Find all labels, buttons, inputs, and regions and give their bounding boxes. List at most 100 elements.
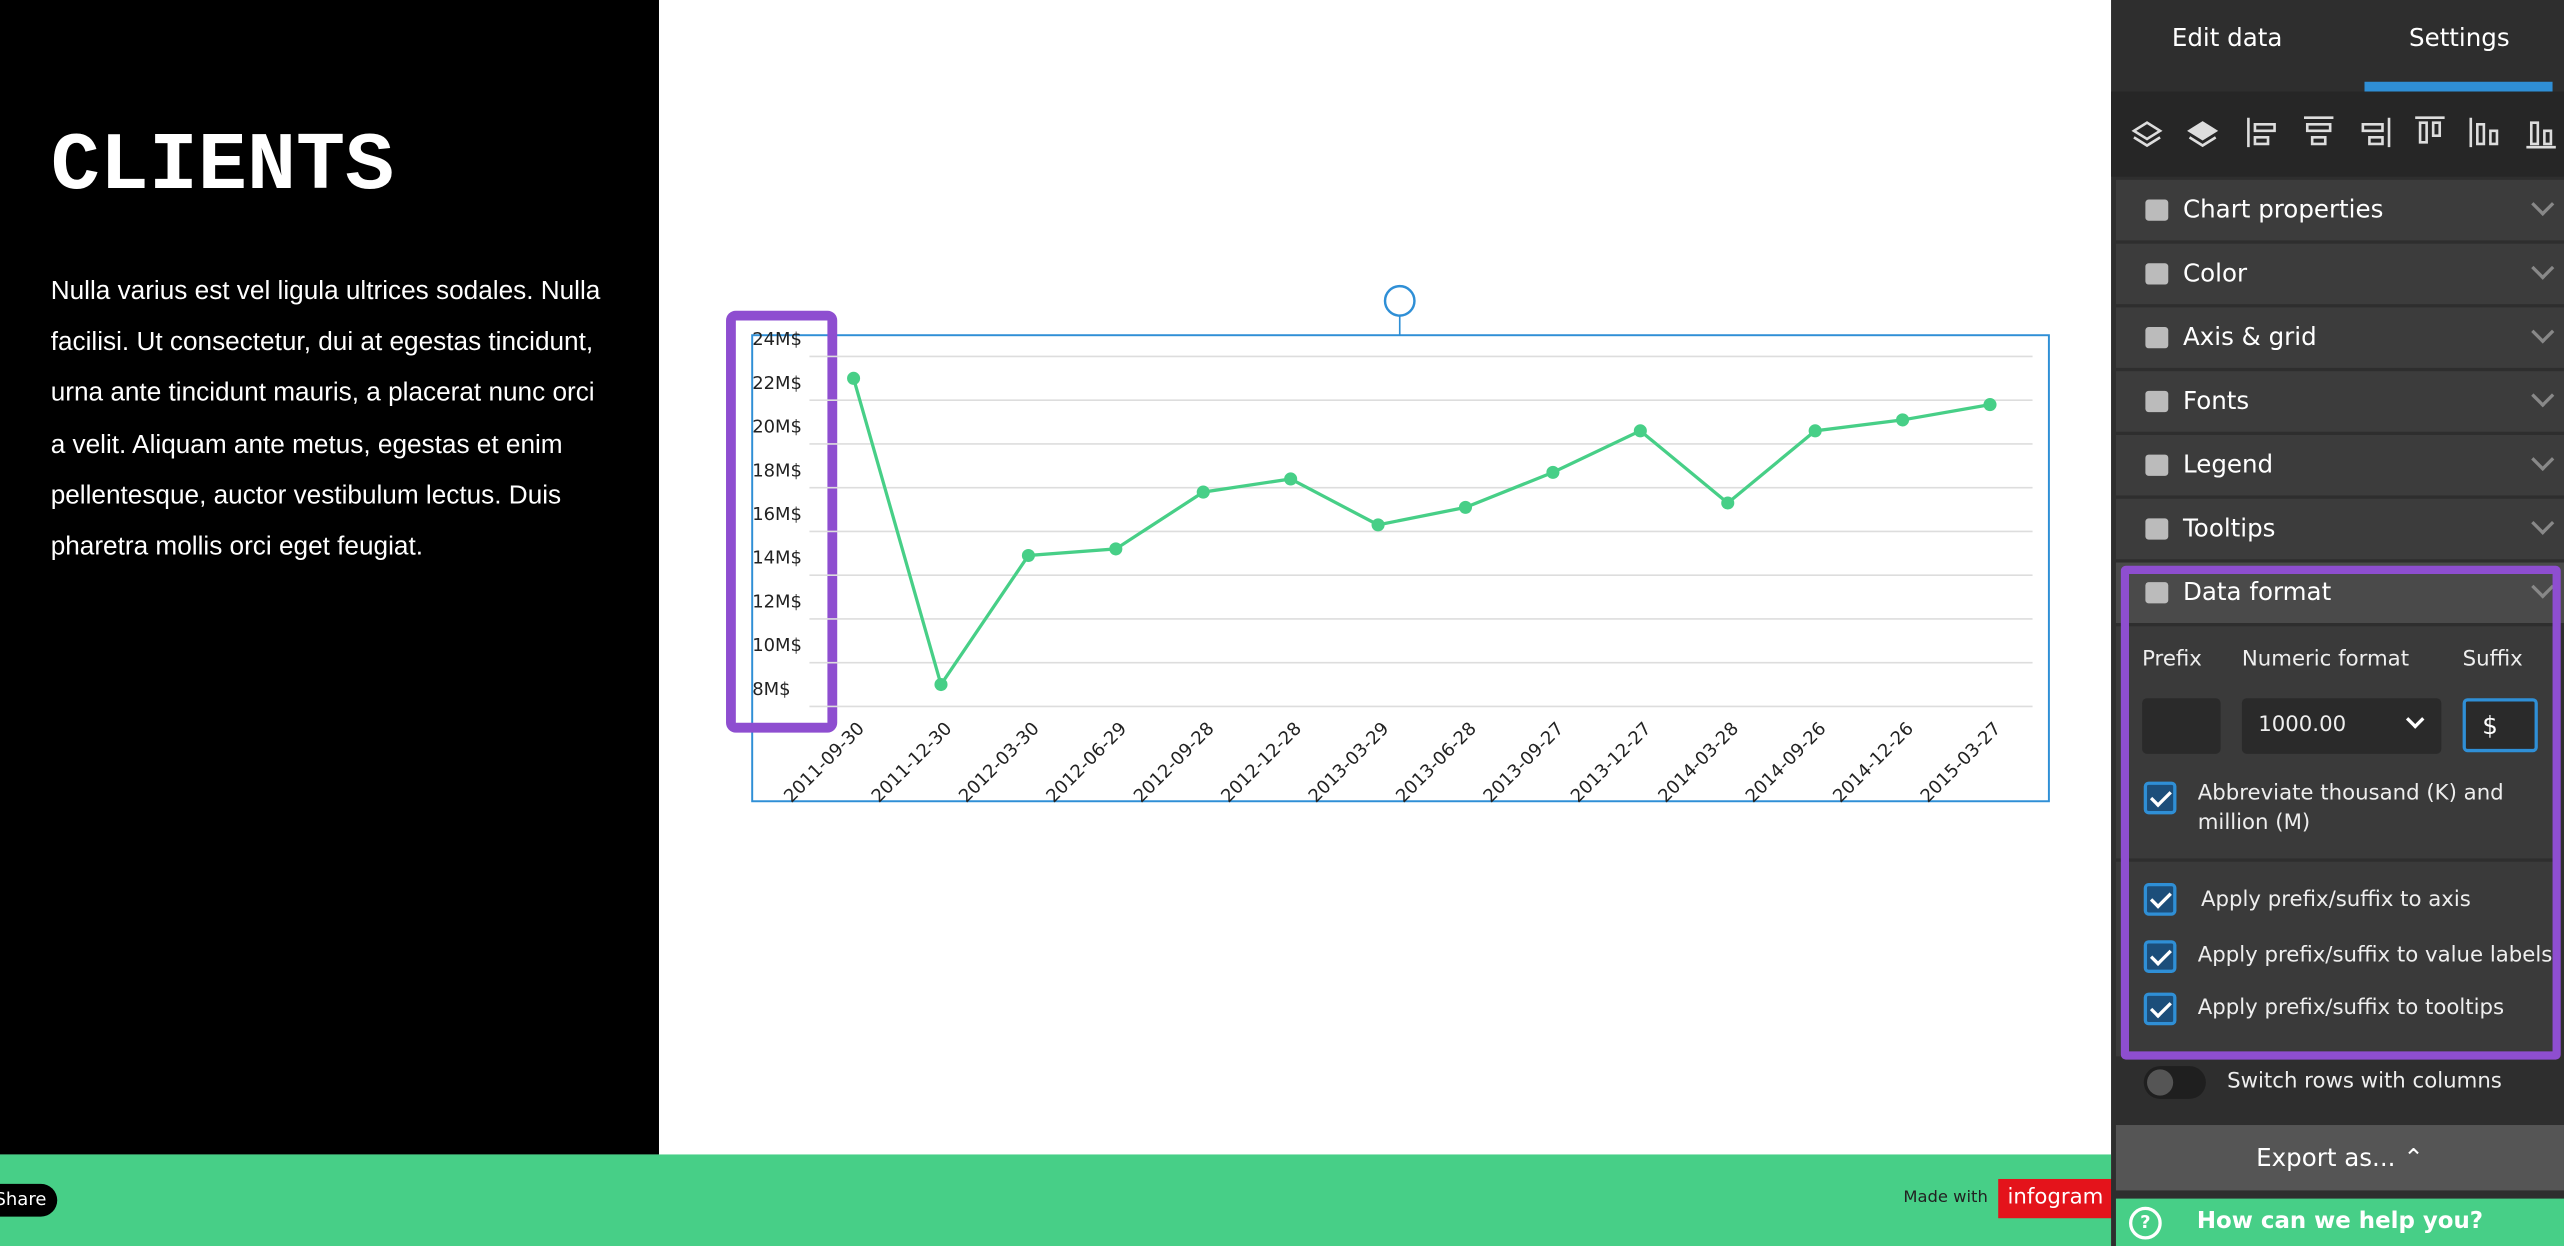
section-icon bbox=[2145, 582, 2169, 604]
x-tick-label: 2015-03-27 bbox=[1917, 718, 2006, 807]
tab[interactable]: Settings bbox=[2409, 22, 2510, 53]
y-tick-label: 18M$ bbox=[752, 460, 802, 481]
brand[interactable]: infogram bbox=[1998, 1178, 2113, 1219]
checkbox[interactable] bbox=[2143, 992, 2177, 1026]
section-header[interactable]: Axis & grid bbox=[2115, 307, 2564, 368]
checkbox[interactable] bbox=[2143, 781, 2177, 815]
section-icon bbox=[2145, 454, 2169, 476]
y-tick-label: 14M$ bbox=[752, 548, 802, 569]
point bbox=[1021, 548, 1035, 563]
rotate-handle[interactable] bbox=[1383, 284, 1416, 317]
x-tick-label: 2014-09-26 bbox=[1742, 718, 1831, 807]
tab[interactable]: Edit data bbox=[2171, 22, 2283, 53]
line bbox=[852, 377, 1991, 689]
section-label: Fonts bbox=[2182, 385, 2250, 416]
footer bbox=[0, 1154, 2112, 1246]
section-label: Data format bbox=[2182, 577, 2332, 607]
section-header[interactable]: Color bbox=[2115, 243, 2564, 305]
section-icon bbox=[2145, 518, 2169, 540]
section-label: Chart properties bbox=[2182, 194, 2384, 225]
section-icon bbox=[2145, 327, 2169, 349]
section-header[interactable]: Chart properties bbox=[2115, 179, 2564, 241]
x-tick-label: 2011-12-30 bbox=[868, 718, 957, 807]
point bbox=[1896, 413, 1910, 427]
made-with: Made with bbox=[1903, 1188, 1988, 1207]
x-tick-label: 2012-03-30 bbox=[955, 718, 1044, 807]
point bbox=[1808, 424, 1822, 438]
point bbox=[1546, 465, 1560, 479]
point bbox=[934, 677, 948, 692]
tab-indicator bbox=[2364, 81, 2553, 92]
toolbar-icons bbox=[2131, 116, 2556, 149]
divider bbox=[2115, 858, 2558, 862]
prefix-input[interactable] bbox=[2142, 698, 2221, 754]
numeric-select[interactable]: 1000.00 bbox=[2241, 698, 2442, 754]
share-button[interactable]: Share bbox=[0, 1183, 58, 1217]
help-button[interactable]: ? How can we help you? bbox=[2115, 1198, 2564, 1246]
section-header[interactable]: Legend bbox=[2115, 434, 2564, 496]
chevron bbox=[2531, 192, 2555, 216]
toolbar bbox=[2111, 91, 2564, 177]
checkbox-label: Apply prefix/suffix to axis bbox=[2200, 887, 2471, 913]
numeric-value: 1000.00 bbox=[2258, 712, 2347, 738]
section-icon bbox=[2145, 263, 2169, 285]
point bbox=[1458, 500, 1473, 514]
x-tick-label: 2013-12-27 bbox=[1567, 718, 1656, 807]
y-tick-label: 10M$ bbox=[752, 635, 802, 656]
chevron bbox=[2531, 256, 2555, 280]
chevron bbox=[2531, 320, 2555, 344]
highlight bbox=[726, 310, 838, 733]
export-button[interactable]: Export as... ⌃ bbox=[2115, 1125, 2564, 1191]
section-icon bbox=[2145, 390, 2169, 413]
section-icon bbox=[2145, 199, 2169, 221]
x-tick-label: 2012-09-28 bbox=[1130, 718, 1219, 807]
x-tick-label: 2014-12-26 bbox=[1829, 718, 1918, 807]
point bbox=[1721, 496, 1735, 510]
x-tick-label: 2014-03-28 bbox=[1654, 718, 1743, 807]
point bbox=[1371, 518, 1385, 532]
x-tick-label: 2013-09-27 bbox=[1479, 718, 1568, 807]
numeric-label: Numeric format bbox=[2241, 647, 2410, 673]
checkbox-label: Abbreviate thousand (K) and million (M) bbox=[2197, 781, 2504, 836]
y-tick-label: 12M$ bbox=[752, 591, 802, 612]
y-tick-label: 24M$ bbox=[752, 329, 802, 350]
toggle[interactable] bbox=[2143, 1066, 2206, 1099]
help-icon: ? bbox=[2129, 1206, 2162, 1240]
chevron bbox=[2531, 384, 2555, 408]
help-label: How can we help you? bbox=[2196, 1208, 2484, 1235]
section-header[interactable]: Fonts bbox=[2115, 371, 2564, 432]
checkbox[interactable] bbox=[2143, 940, 2177, 973]
export-label: Export as... bbox=[2256, 1143, 2396, 1173]
y-tick-label: 22M$ bbox=[752, 373, 802, 394]
suffix-value: $ bbox=[2482, 711, 2498, 741]
chart[interactable]: 24M$ 22M$ 20M$ 18M$ 16M$ 14M$ 12M$ 10M$ 8M$ 2011-… bbox=[0, 0, 2111, 1154]
title: CLIENTS bbox=[50, 121, 395, 215]
sidebar: Edit data Settings Chart properties Color… bbox=[2111, 0, 2564, 1246]
x-tick-label: 2012-06-29 bbox=[1042, 718, 1131, 807]
point bbox=[1109, 542, 1123, 556]
checkbox[interactable] bbox=[2143, 883, 2177, 916]
section-label: Color bbox=[2182, 258, 2248, 288]
data-format-panel: Prefix Numeric format Suffix 1000.00 $ A… bbox=[2115, 626, 2558, 1057]
point bbox=[1196, 485, 1210, 499]
suffix-label: Suffix bbox=[2462, 647, 2523, 673]
x-tick-label: 2013-06-28 bbox=[1392, 718, 1481, 807]
y-tick-label: 16M$ bbox=[752, 504, 802, 525]
prefix-label: Prefix bbox=[2142, 647, 2202, 673]
x-tick-label: 2012-12-28 bbox=[1217, 718, 1306, 807]
point bbox=[1983, 398, 1997, 412]
chevron bbox=[2531, 511, 2555, 535]
suffix-input[interactable]: $ bbox=[2462, 698, 2538, 753]
section-label: Legend bbox=[2182, 449, 2274, 480]
section-label: Axis & grid bbox=[2182, 322, 2317, 352]
x-tick-label: 2013-03-29 bbox=[1305, 718, 1394, 807]
toggle-knob bbox=[2147, 1069, 2174, 1096]
section-header[interactable]: Tooltips bbox=[2115, 498, 2564, 560]
switch-label: Switch rows with columns bbox=[2227, 1069, 2502, 1094]
y-tick-label: 20M$ bbox=[752, 417, 802, 438]
checkbox-label: Apply prefix/suffix to value labels bbox=[2197, 943, 2553, 969]
highlight bbox=[2120, 565, 2561, 1060]
section-label: Tooltips bbox=[2182, 513, 2276, 543]
